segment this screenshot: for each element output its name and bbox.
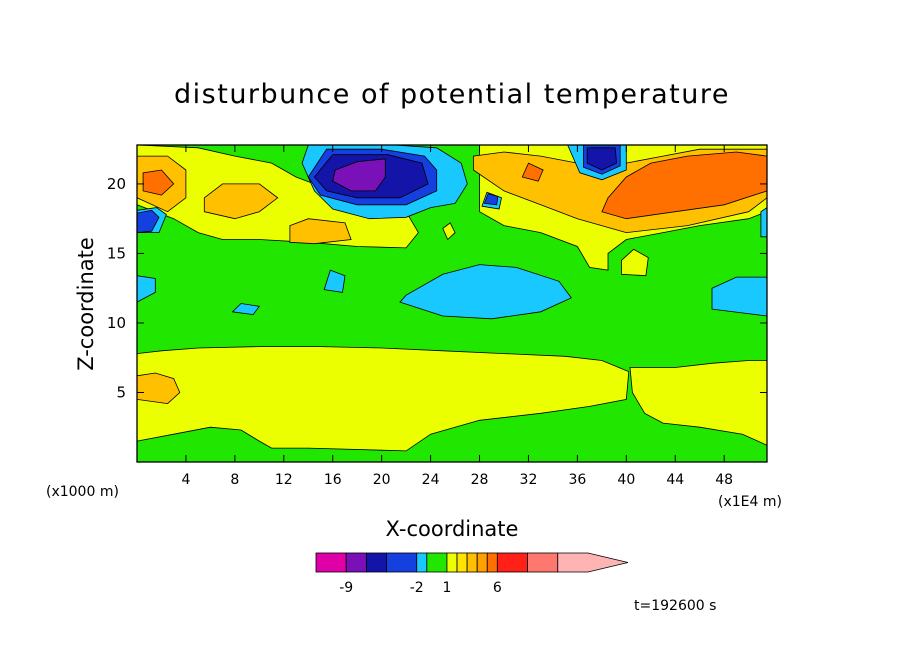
colorbar-swatch xyxy=(527,552,559,573)
x-scale-label: (x1E4 m) xyxy=(718,494,782,510)
x-tick-label: 12 xyxy=(275,472,293,488)
colorbar-label: -9 xyxy=(339,580,353,596)
colorbar-swatch xyxy=(446,552,458,573)
contour-region-13 xyxy=(601,151,767,220)
contour-region-9 xyxy=(203,183,279,220)
contour-region-12 xyxy=(142,169,175,196)
colorbar-label: 1 xyxy=(443,580,452,596)
colorbar-swatch xyxy=(426,552,448,573)
y-tick-label: 10 xyxy=(107,314,126,332)
contour-region-22 xyxy=(323,269,346,293)
contour-region-10 xyxy=(289,218,352,245)
contour-region-3 xyxy=(137,372,181,405)
contour-fill-layer xyxy=(137,145,767,462)
colorbar-swatch xyxy=(496,552,528,573)
contour-region-26 xyxy=(137,209,160,234)
x-tick-label: 16 xyxy=(324,472,342,488)
time-label: t=192600 s xyxy=(634,598,716,614)
colorbar-swatch xyxy=(416,552,428,573)
contour-region-1 xyxy=(137,346,630,452)
x-tick-label: 4 xyxy=(181,472,190,488)
colorbar-swatch xyxy=(456,552,468,573)
y-tick-label: 20 xyxy=(107,175,126,193)
colorbar-label: 6 xyxy=(493,580,502,596)
x-tick-label: 32 xyxy=(520,472,538,488)
x-tick-label: 20 xyxy=(373,472,391,488)
contour-region-4 xyxy=(137,145,419,249)
contour-region-30 xyxy=(586,147,617,171)
x-tick-label: 48 xyxy=(715,472,733,488)
colorbar-label: -2 xyxy=(410,580,424,596)
y-axis-label: Z-coordinate xyxy=(74,237,98,371)
x-axis-label: X-coordinate xyxy=(386,517,519,541)
contour-region-31 xyxy=(332,158,386,192)
x-tick-label: 40 xyxy=(617,472,635,488)
x-tick-label: 24 xyxy=(422,472,440,488)
colorbar-swatch xyxy=(466,552,478,573)
colorbar-swatch xyxy=(386,552,418,573)
x-tick-label: 44 xyxy=(666,472,684,488)
contour-region-19 xyxy=(399,264,572,320)
contour-region-18 xyxy=(137,275,156,303)
y-scale-label: (x1000 m) xyxy=(46,484,119,500)
colorbar-swatch xyxy=(345,552,367,573)
colorbar-swatch xyxy=(476,552,488,573)
contour-region-20 xyxy=(711,276,767,317)
contour-region-6 xyxy=(442,222,456,241)
contour-region-27 xyxy=(483,193,499,206)
plot-frame xyxy=(136,144,768,463)
contour-region-7 xyxy=(621,248,649,277)
contour-region-23 xyxy=(231,303,261,316)
colorbar-swatch xyxy=(557,552,629,573)
contour-region-14 xyxy=(521,162,544,182)
colorbar: -9 -2 1 6 xyxy=(315,552,629,596)
colorbar-swatch xyxy=(365,552,387,573)
y-tick-label: 15 xyxy=(107,244,126,262)
x-tick-label: 8 xyxy=(230,472,239,488)
colorbar-swatch xyxy=(315,552,347,573)
contour-region-21 xyxy=(760,207,767,238)
chart-title: disturbunce of potential temperature xyxy=(174,79,730,110)
colorbar-swatch xyxy=(486,552,498,573)
contour-region-2 xyxy=(629,360,767,446)
y-tick-label: 5 xyxy=(116,383,126,401)
x-tick-label: 36 xyxy=(568,472,586,488)
x-tick-label: 28 xyxy=(471,472,489,488)
